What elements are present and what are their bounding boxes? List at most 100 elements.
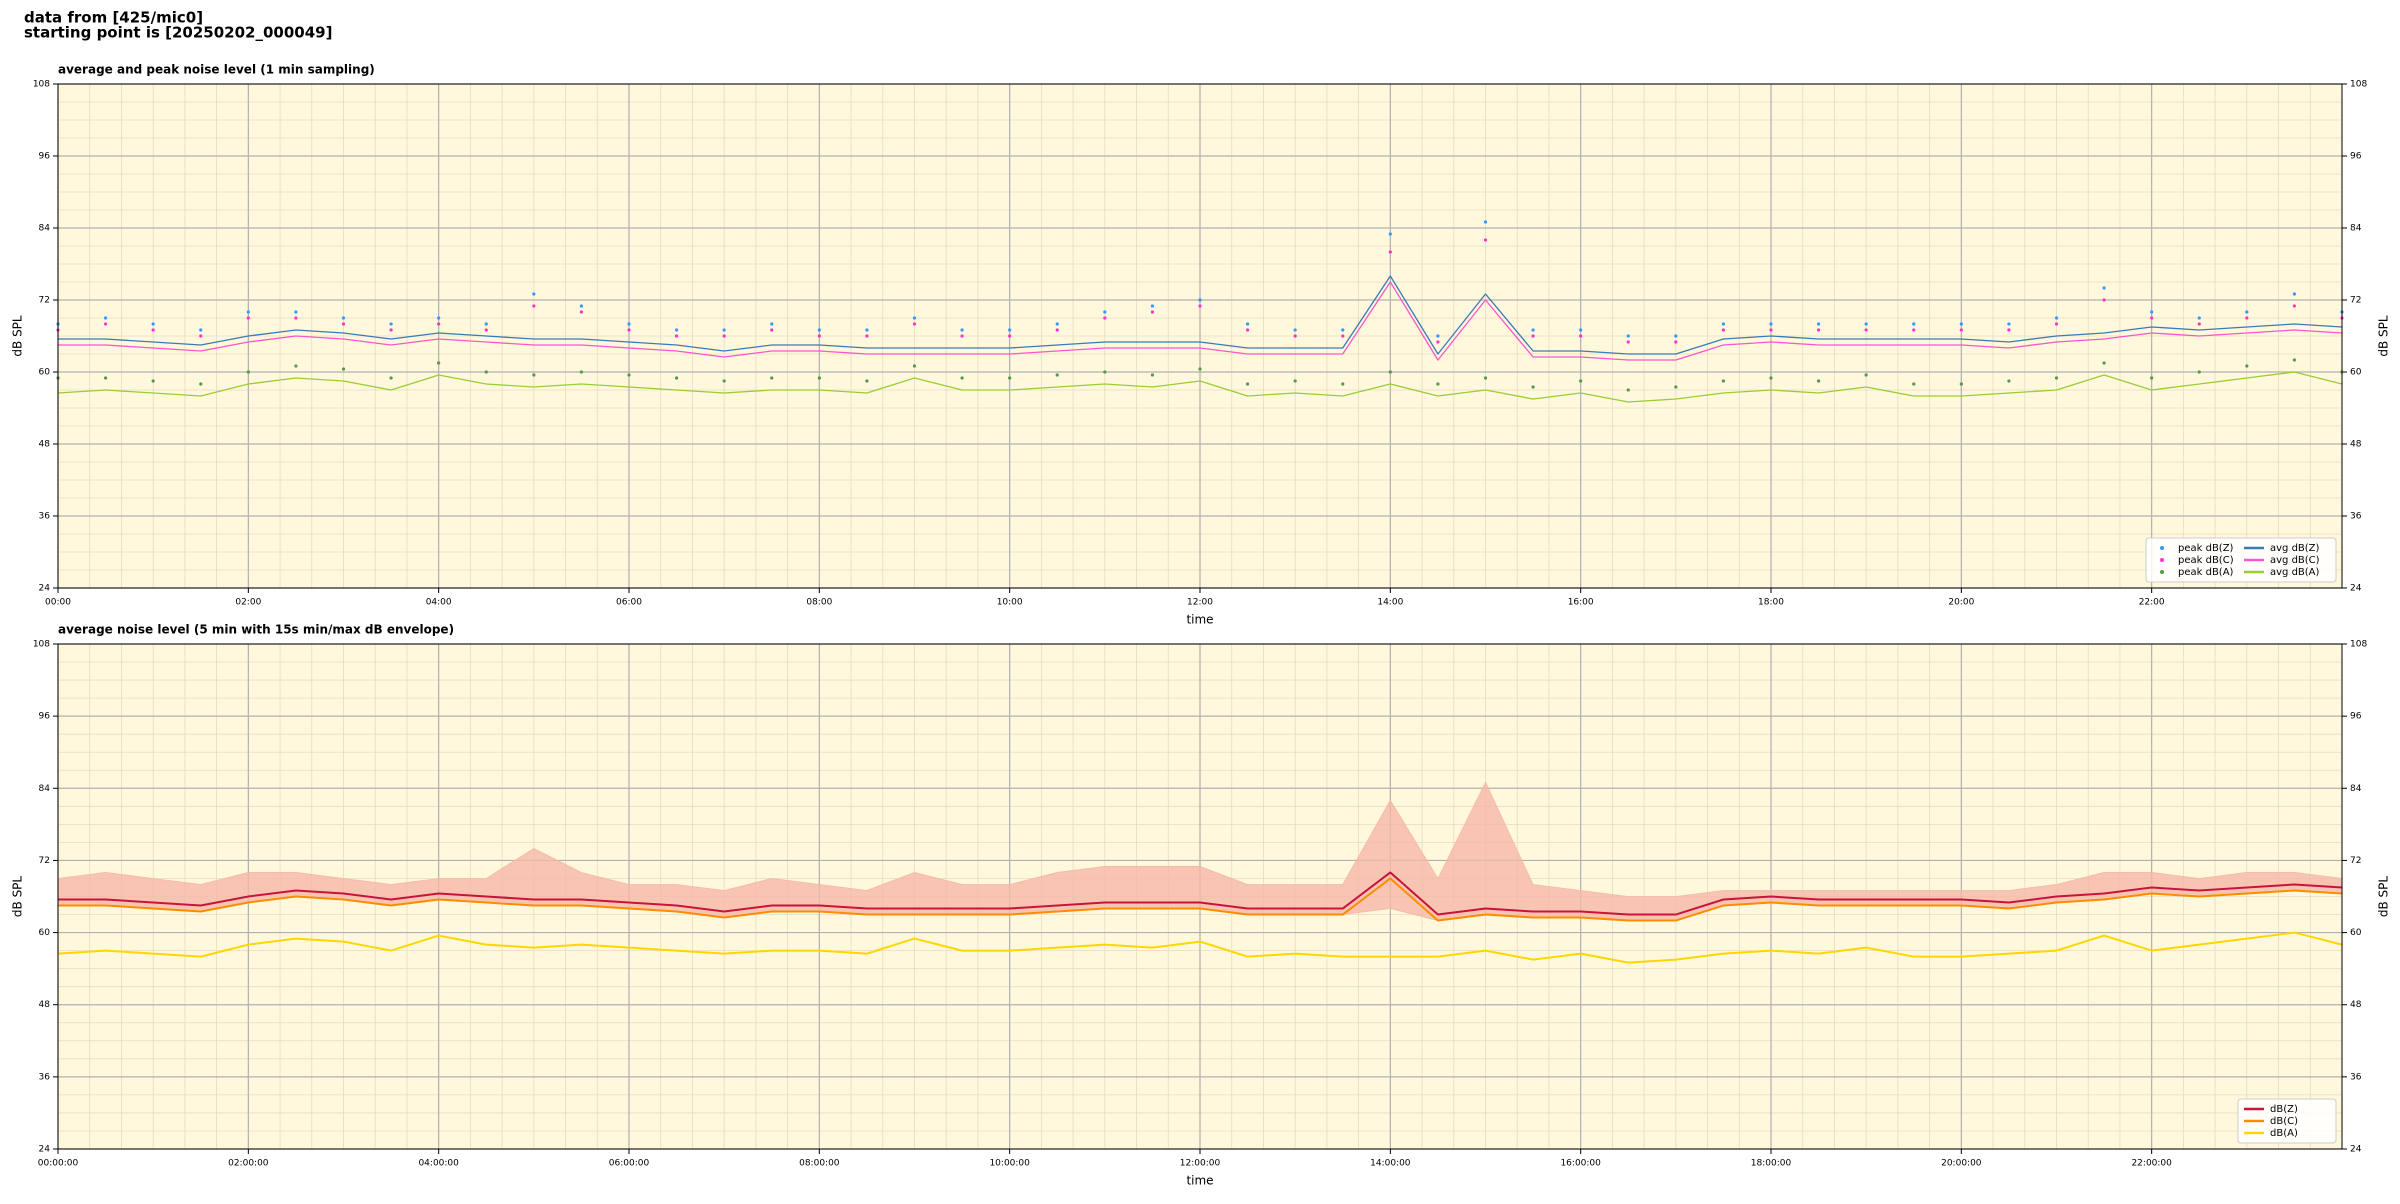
peak-point — [1626, 334, 1630, 338]
x-tick-label: 22:00:00 — [2131, 1159, 2172, 1169]
x-tick-label: 22:00 — [2139, 598, 2165, 608]
peak-point — [1531, 328, 1535, 332]
peak-point — [1674, 340, 1678, 344]
peak-point — [1103, 370, 1107, 374]
peak-point — [1245, 382, 1250, 386]
peak-point — [341, 367, 346, 371]
peak-point — [1959, 382, 1963, 386]
peak-point — [960, 328, 964, 332]
y-tick-label: 84 — [2350, 784, 2362, 794]
series-line — [58, 275, 2343, 355]
y-axis-label: dB SPL — [2377, 876, 2391, 918]
peak-point — [722, 379, 726, 383]
peak-point — [1483, 376, 1488, 380]
peak-point — [2245, 316, 2249, 320]
legend-label: avg dB(A) — [2270, 567, 2320, 578]
legend-label: avg dB(C) — [2270, 555, 2320, 566]
peak-point — [1959, 328, 1963, 332]
x-tick-label: 02:00:00 — [228, 1159, 269, 1169]
peak-point — [1769, 376, 1773, 380]
peak-point — [912, 316, 917, 320]
x-tick-label: 08:00:00 — [799, 1159, 840, 1169]
peak-point — [2150, 310, 2154, 314]
y-tick-label: 72 — [2350, 856, 2361, 866]
peak-point — [103, 316, 108, 320]
x-tick-label: 00:00:00 — [38, 1159, 79, 1169]
peak-point — [1198, 367, 1202, 371]
peak-point — [2007, 322, 2011, 326]
peak-point — [1388, 370, 1392, 374]
peak-point — [627, 328, 631, 332]
peak-point — [1579, 328, 1583, 332]
x-tick-label: 16:00 — [1568, 598, 1594, 608]
peak-point — [770, 328, 774, 332]
legend-label: peak dB(A) — [2178, 567, 2234, 578]
x-tick-label: 20:00:00 — [1941, 1159, 1982, 1169]
peak-point — [1245, 322, 1250, 326]
peak-point — [2007, 328, 2011, 332]
peak-point — [817, 328, 821, 332]
peak-point — [579, 370, 584, 374]
x-tick-label: 06:00 — [616, 598, 642, 608]
y-tick-label: 72 — [39, 856, 50, 866]
y-tick-label: 24 — [2350, 584, 2362, 594]
peak-point — [1864, 373, 1868, 377]
peak-point — [674, 334, 679, 338]
peak-point — [2054, 376, 2059, 380]
peak-point — [437, 322, 441, 326]
plot-title: average and peak noise level (1 min samp… — [58, 63, 375, 77]
peak-point — [246, 316, 250, 320]
y-tick-label: 48 — [39, 440, 51, 450]
peak-point — [770, 376, 774, 380]
peak-point — [2102, 286, 2106, 290]
plot-frame — [57, 83, 2343, 589]
peak-point — [1008, 334, 1012, 338]
peak-point — [1293, 328, 1297, 332]
peak-point — [199, 382, 203, 386]
peak-point — [1483, 238, 1488, 242]
peak-point — [1008, 328, 1012, 332]
y-tick-label: 96 — [39, 712, 51, 722]
peak-point — [627, 322, 631, 326]
peak-point — [2292, 304, 2297, 308]
peak-point — [2197, 316, 2201, 320]
y-axis-label: dB SPL — [2377, 315, 2391, 357]
peak-point — [151, 379, 155, 383]
peak-point — [1436, 382, 1440, 386]
header-line: data from [425/mic0] — [24, 9, 203, 27]
y-tick-label: 36 — [39, 1072, 51, 1082]
peak-point — [912, 322, 917, 326]
peak-point — [1055, 322, 1059, 326]
peak-point — [1816, 322, 1821, 326]
peak-point — [960, 334, 964, 338]
peak-point — [341, 316, 346, 320]
series-line — [57, 931, 2343, 964]
legend-label: dB(Z) — [2270, 1104, 2298, 1115]
peak-point — [1341, 334, 1345, 338]
x-tick-label: 04:00 — [426, 598, 452, 608]
peak-point — [1721, 322, 1726, 326]
y-tick-label: 108 — [33, 80, 50, 90]
peak-point — [865, 379, 869, 383]
legend-label: peak dB(C) — [2178, 555, 2234, 566]
y-tick-label: 48 — [39, 1000, 51, 1010]
plot-frame — [57, 643, 2343, 1150]
x-tick-label: 14:00 — [1377, 598, 1403, 608]
y-axis-label: dB SPL — [11, 876, 25, 918]
peak-point — [103, 376, 108, 380]
peak-point — [674, 376, 679, 380]
peak-point — [1293, 379, 1297, 383]
peak-point — [1959, 322, 1963, 326]
peak-point — [1198, 298, 1202, 302]
peak-point — [1388, 250, 1392, 254]
y-axis-label: dB SPL — [11, 315, 25, 357]
peak-point — [151, 328, 155, 332]
peak-point — [2150, 316, 2154, 320]
peak-point — [1531, 334, 1535, 338]
peak-point — [294, 310, 298, 314]
peak-point — [722, 328, 726, 332]
peak-point — [1912, 382, 1916, 386]
peak-point — [1864, 322, 1868, 326]
legend-marker — [2160, 546, 2164, 550]
